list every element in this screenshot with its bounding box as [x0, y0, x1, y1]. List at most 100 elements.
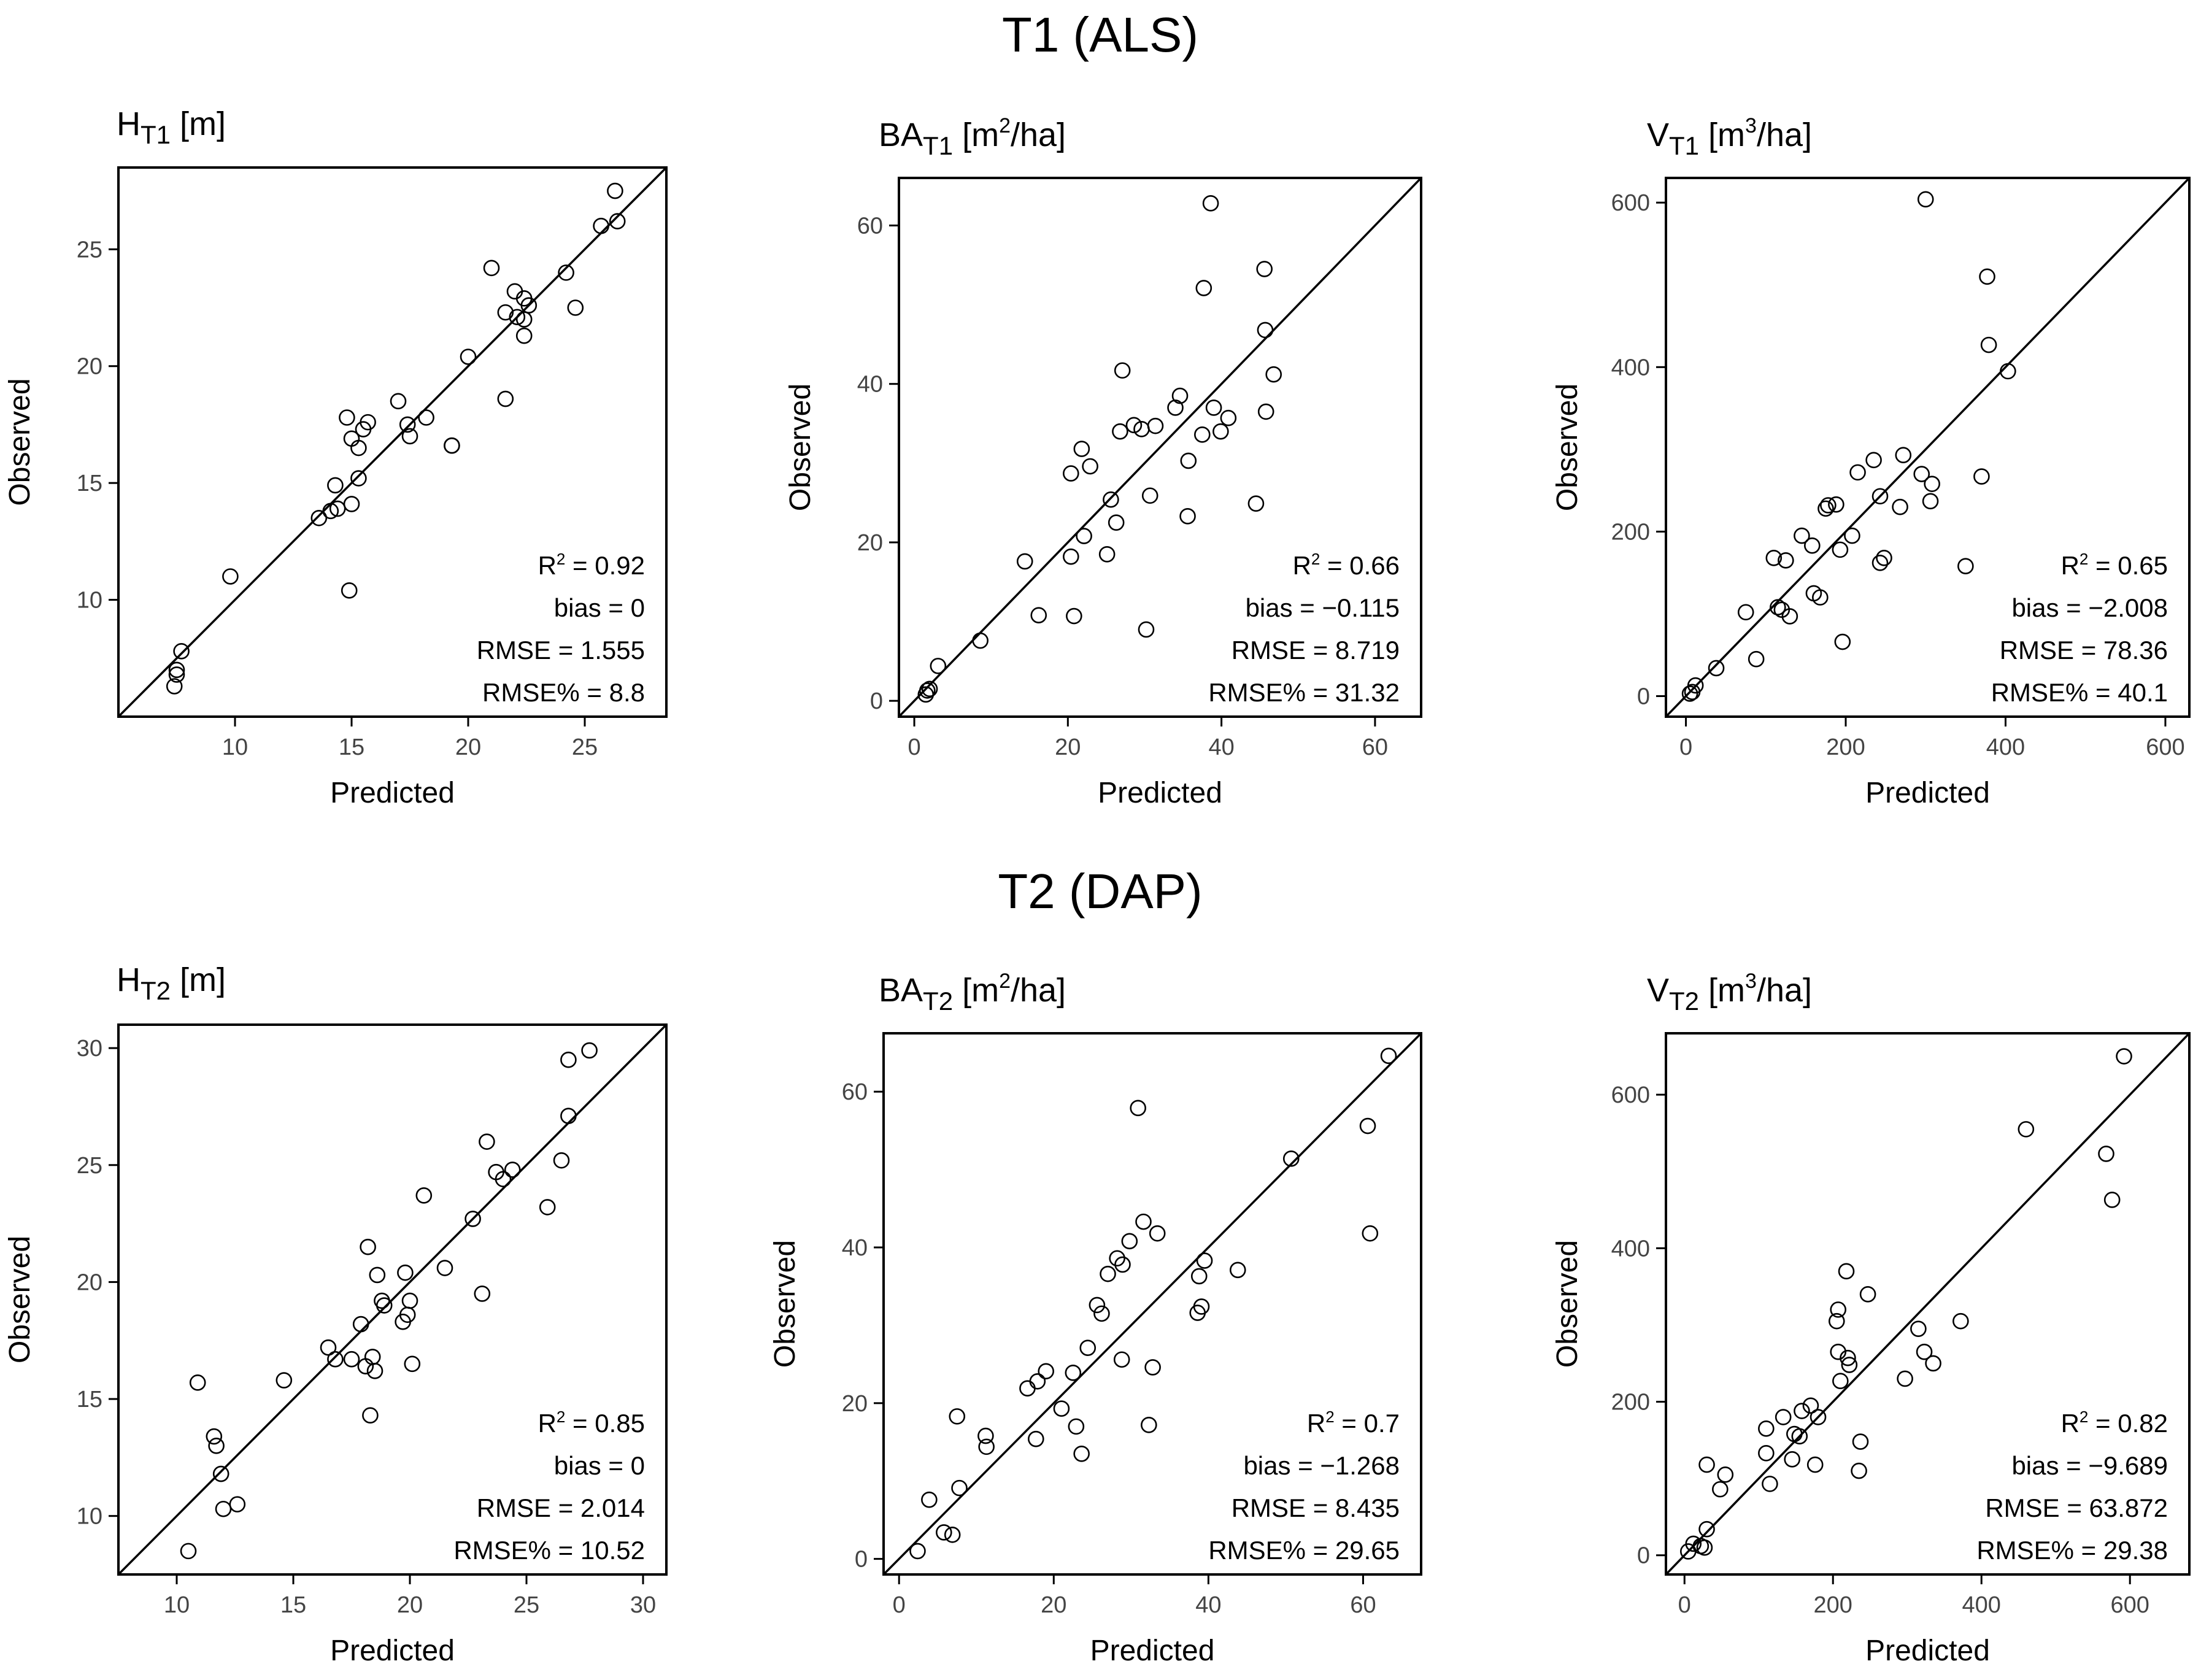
data-point: [206, 1428, 223, 1445]
data-point: [350, 439, 367, 457]
data-point: [1687, 677, 1704, 694]
data-point: [936, 1524, 952, 1541]
data-point: [418, 409, 434, 426]
data-point: [1362, 1225, 1379, 1242]
data-point: [362, 1407, 379, 1424]
section-title-t1: T1 (ALS): [1002, 7, 1198, 62]
stat-r2: R2 = 0.7: [1307, 1408, 1400, 1438]
data-point: [401, 428, 418, 445]
data-point: [1917, 191, 1934, 208]
data-point: [921, 1491, 938, 1508]
data-point: [376, 1297, 393, 1314]
data-point: [972, 632, 989, 649]
data-point: [944, 1526, 961, 1543]
data-point: [1359, 1117, 1376, 1135]
data-point: [1913, 466, 1930, 482]
data-point: [1698, 1520, 1715, 1538]
data-point: [1851, 1462, 1867, 1479]
x-tick-label: 60: [1362, 734, 1388, 760]
data-point: [509, 309, 526, 326]
data-point: [1195, 280, 1212, 296]
data-point: [1190, 1268, 1208, 1285]
data-point: [1089, 1297, 1106, 1314]
data-point: [497, 390, 514, 407]
y-tick-label: 15: [77, 1387, 102, 1412]
data-point: [1685, 1535, 1702, 1552]
data-point: [1257, 403, 1274, 420]
section-title-t2: T2 (DAP): [998, 864, 1202, 919]
data-point: [921, 680, 938, 698]
data-point: [1830, 1301, 1847, 1318]
data-point: [1849, 464, 1866, 481]
y-tick-label: 0: [870, 688, 883, 714]
data-point: [1114, 1256, 1131, 1273]
data-point: [397, 1264, 414, 1281]
y-tick-label: 10: [77, 588, 102, 614]
data-point: [1973, 468, 1990, 485]
data-point: [1135, 1213, 1152, 1230]
x-tick-label: 200: [1814, 1592, 1852, 1618]
y-tick-label: 25: [77, 237, 102, 263]
one-to-one-line: [1666, 178, 2189, 717]
data-point: [327, 1351, 344, 1368]
x-tick-label: 60: [1350, 1592, 1376, 1618]
data-point: [539, 1199, 556, 1216]
panel-ba-t1: BAT1 [m2/ha] 0 20 40 60 0 20 40 60 Predicted Obser…: [784, 114, 1422, 809]
data-point: [1852, 1433, 1869, 1450]
data-point: [1784, 1451, 1800, 1468]
panel-title: VT1 [m3/ha]: [1647, 114, 1812, 160]
data-point: [310, 509, 328, 526]
data-point: [1717, 1466, 1734, 1483]
data-point: [1844, 527, 1860, 544]
data-point: [1876, 549, 1892, 566]
x-tick-label: 20: [1055, 734, 1081, 760]
y-tick-label: 0: [1637, 684, 1650, 709]
data-point: [1065, 1365, 1082, 1381]
stat-bias: bias = −9.689: [2011, 1451, 2168, 1480]
data-point: [504, 1162, 521, 1178]
x-tick-label: 40: [1195, 1592, 1221, 1618]
data-point: [1247, 495, 1265, 512]
data-point: [1758, 1420, 1775, 1437]
data-point: [1079, 1339, 1097, 1357]
data-point: [1712, 1481, 1729, 1498]
data-point: [1212, 423, 1229, 440]
x-tick-label: 20: [1041, 1592, 1066, 1618]
data-point: [553, 1152, 570, 1169]
data-point: [1130, 1100, 1146, 1117]
data-point: [404, 1355, 421, 1373]
data-point: [978, 1438, 995, 1455]
data-point: [1841, 1357, 1858, 1373]
data-point: [1194, 426, 1211, 443]
data-point: [436, 1260, 453, 1276]
data-point: [977, 1427, 994, 1444]
data-point: [949, 1408, 966, 1425]
data-point: [343, 496, 360, 512]
data-point: [520, 297, 538, 314]
x-axis-label: Predicted: [1090, 1635, 1215, 1667]
data-point: [1028, 1430, 1044, 1447]
data-point: [1141, 1417, 1157, 1433]
data-point: [607, 182, 623, 199]
stat-bias: bias = −0.115: [1246, 593, 1400, 622]
data-point: [1897, 1370, 1913, 1387]
data-point: [208, 1437, 225, 1454]
data-point: [1167, 399, 1184, 416]
x-tick-label: 200: [1826, 734, 1865, 760]
data-point: [1681, 685, 1698, 702]
data-point: [1282, 1150, 1300, 1167]
data-point: [919, 682, 936, 699]
data-point: [1100, 1265, 1116, 1282]
y-tick-label: 15: [77, 471, 102, 496]
data-point: [1180, 452, 1197, 469]
y-tick-label: 20: [77, 354, 102, 380]
plot-frame: [117, 1023, 668, 1576]
data-point: [1113, 1351, 1130, 1368]
x-tick-label: 25: [514, 1592, 539, 1618]
panel-title: HT2 [m]: [117, 961, 226, 1005]
stat-rmse: RMSE = 78.36: [2000, 636, 2168, 665]
x-tick-label: 10: [164, 1592, 190, 1618]
data-point: [495, 1171, 512, 1187]
y-tick-label: 40: [842, 1235, 868, 1261]
data-point: [1016, 553, 1033, 570]
